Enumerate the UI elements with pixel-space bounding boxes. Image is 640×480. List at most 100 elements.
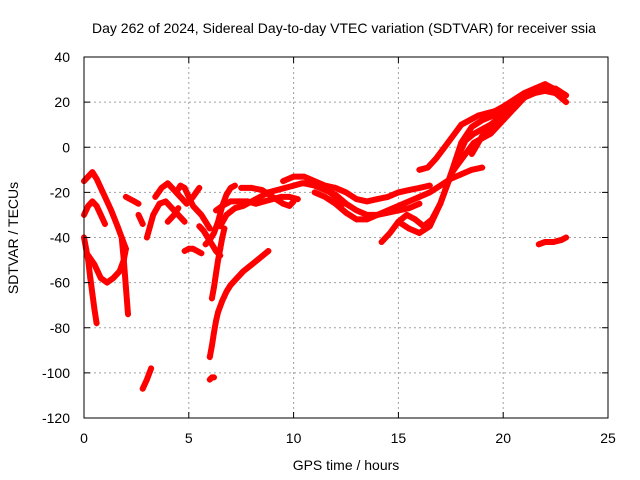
- data-point: [135, 200, 142, 207]
- x-tick-label: 0: [80, 430, 88, 446]
- data-point: [531, 85, 538, 92]
- data-point: [104, 279, 111, 286]
- data-point: [458, 139, 465, 146]
- data-point: [468, 123, 475, 130]
- data-point: [378, 239, 385, 246]
- data-point: [213, 317, 220, 324]
- data-point: [441, 144, 448, 151]
- data-point: [150, 211, 157, 218]
- data-point: [240, 268, 247, 275]
- data-point: [437, 182, 444, 189]
- y-tick-label: -40: [50, 230, 70, 246]
- data-point: [206, 354, 213, 361]
- data-point: [114, 223, 121, 230]
- data-point: [194, 248, 201, 255]
- data-point: [122, 193, 129, 200]
- data-point: [196, 184, 203, 191]
- data-point: [500, 103, 507, 110]
- data-point: [395, 202, 402, 209]
- data-point: [416, 166, 423, 173]
- data-point: [194, 207, 201, 214]
- data-point: [468, 166, 475, 173]
- data-point: [139, 385, 146, 392]
- data-point: [454, 155, 461, 162]
- data-point: [420, 223, 427, 230]
- data-point: [280, 200, 287, 207]
- x-axis-label: GPS time / hours: [293, 457, 400, 473]
- data-point: [278, 193, 285, 200]
- data-point: [196, 223, 203, 230]
- data-point: [125, 311, 132, 318]
- data-point: [116, 268, 123, 275]
- data-point: [521, 94, 528, 101]
- data-point: [252, 200, 259, 207]
- data-point: [261, 198, 268, 205]
- data-point: [248, 184, 255, 191]
- data-point: [491, 108, 498, 115]
- x-tick-label: 10: [286, 430, 302, 446]
- data-point: [93, 320, 100, 327]
- data-point: [87, 275, 94, 282]
- data-point: [301, 180, 308, 187]
- data-point: [223, 288, 230, 295]
- data-point: [240, 202, 247, 209]
- data-point: [265, 189, 272, 196]
- x-tick-label: 20: [495, 430, 511, 446]
- data-point: [311, 182, 318, 189]
- data-point: [156, 200, 163, 207]
- data-point: [550, 239, 557, 246]
- data-point: [542, 239, 549, 246]
- data-point: [181, 218, 188, 225]
- data-point: [426, 189, 433, 196]
- data-point: [479, 126, 486, 133]
- data-point: [282, 184, 289, 191]
- data-point: [101, 220, 108, 227]
- data-point: [433, 155, 440, 162]
- data-point: [558, 236, 565, 243]
- data-point: [148, 365, 155, 372]
- data-point: [470, 130, 477, 137]
- data-point: [332, 191, 339, 198]
- data-point: [416, 193, 423, 200]
- data-point: [405, 198, 412, 205]
- data-point: [416, 200, 423, 207]
- data-point: [458, 121, 465, 128]
- data-point: [227, 184, 234, 191]
- axis-ticks: [83, 56, 609, 419]
- data-point: [269, 193, 276, 200]
- data-point: [424, 164, 431, 171]
- data-point: [280, 178, 287, 185]
- data-point: [217, 245, 224, 252]
- data-point: [122, 245, 129, 252]
- data-point: [510, 96, 517, 103]
- data-point: [563, 92, 570, 99]
- data-point: [210, 284, 217, 291]
- data-point: [458, 171, 465, 178]
- x-tick-label: 25: [600, 430, 616, 446]
- series-track-o: [202, 182, 238, 248]
- series-track-e: [118, 234, 131, 318]
- data-point: [437, 200, 444, 207]
- data-point: [332, 200, 339, 207]
- data-point: [487, 130, 494, 137]
- data-point: [183, 200, 190, 207]
- data-point: [301, 173, 308, 180]
- data-point: [223, 211, 230, 218]
- data-point: [97, 211, 104, 218]
- y-tick-label: -100: [42, 365, 70, 381]
- data-point: [286, 193, 293, 200]
- data-point: [294, 196, 301, 203]
- data-point: [122, 284, 129, 291]
- data-point: [217, 223, 224, 230]
- data-point: [479, 117, 486, 124]
- data-point: [374, 196, 381, 203]
- data-point: [489, 121, 496, 128]
- data-point: [563, 234, 570, 241]
- data-point: [363, 198, 370, 205]
- data-point: [164, 180, 171, 187]
- data-point: [137, 216, 144, 223]
- data-point: [213, 207, 220, 214]
- data-point: [210, 229, 217, 236]
- data-point: [428, 216, 435, 223]
